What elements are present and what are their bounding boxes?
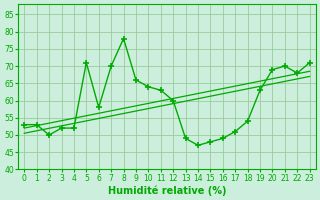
X-axis label: Humidité relative (%): Humidité relative (%)	[108, 185, 226, 196]
